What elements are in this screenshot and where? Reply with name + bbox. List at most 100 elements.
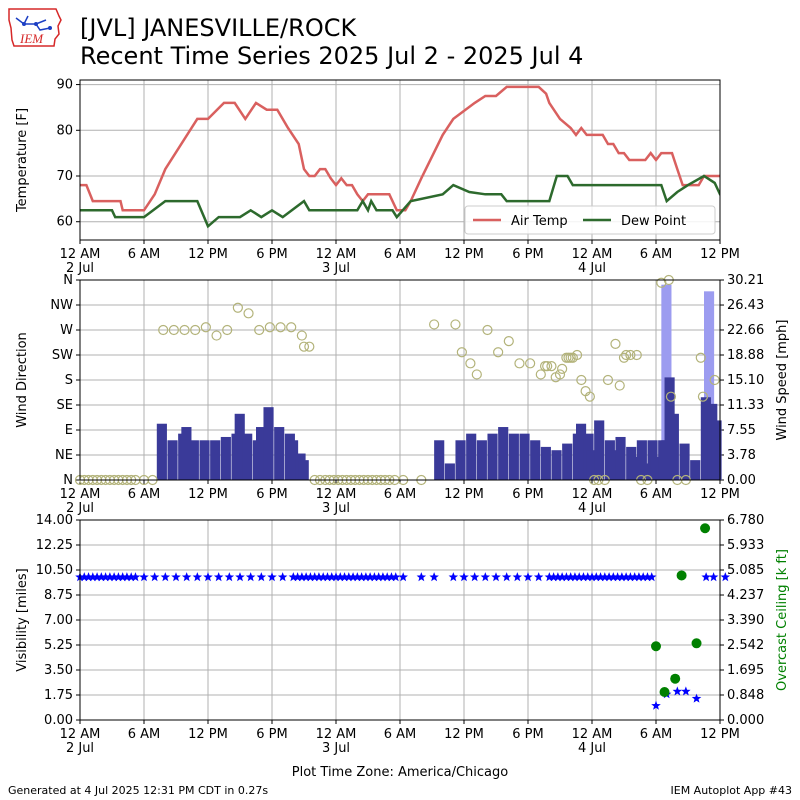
y-tick-label: SE xyxy=(57,398,73,413)
plot-border xyxy=(79,519,721,721)
visibility-point xyxy=(122,572,132,582)
wind-speed-bar xyxy=(199,440,210,480)
wind-direction-point xyxy=(514,358,525,369)
y2-tick-label: 1.695 xyxy=(727,663,764,678)
visibility-point xyxy=(681,686,691,696)
visibility-point xyxy=(647,572,657,582)
wind-speed-bar xyxy=(679,443,690,480)
y2-tick-label: 0.000 xyxy=(727,713,764,728)
wind-direction-point xyxy=(298,341,310,352)
wind-direction-point xyxy=(254,324,265,336)
ceiling-point xyxy=(659,686,670,697)
visibility-point xyxy=(480,572,491,582)
wind-speed-bar xyxy=(298,460,309,480)
wind-direction-point xyxy=(695,352,706,363)
ceiling-point xyxy=(691,638,702,649)
wind-direction-point xyxy=(631,349,642,361)
visibility-point xyxy=(548,572,559,582)
visibility-point xyxy=(634,572,644,582)
x-tick-label: 6 PM xyxy=(512,487,543,502)
wind-speed-bar xyxy=(700,397,711,480)
wind-direction-point xyxy=(471,369,482,380)
legend-label: Air Temp xyxy=(511,214,568,229)
wind-speed-bar xyxy=(562,443,573,480)
wind-speed-bar xyxy=(234,413,245,480)
wind-direction-point xyxy=(264,322,275,333)
visibility-point xyxy=(339,572,350,582)
visibility-point xyxy=(235,572,245,582)
wind-speed-bar xyxy=(167,440,178,480)
y-tick-label: 7.00 xyxy=(44,613,73,628)
y2-tick-label: 7.55 xyxy=(727,423,756,438)
visibility-point xyxy=(416,572,427,582)
visibility-point xyxy=(224,572,235,582)
visibility-point xyxy=(309,572,320,582)
visibility-point xyxy=(621,572,631,582)
iowa-state-outline xyxy=(8,8,62,47)
y-tick-label: NE xyxy=(55,448,73,463)
wind-speed-bar xyxy=(444,463,455,480)
ceiling-point xyxy=(700,523,711,534)
y2-axis-label: Wind Speed [mph] xyxy=(775,320,790,441)
visibility-point xyxy=(171,572,181,582)
wind-direction-point xyxy=(493,347,504,358)
y2-tick-label: 18.88 xyxy=(727,348,764,363)
y2-tick-label: 5.085 xyxy=(727,563,764,578)
y-axis-label: Visibility [miles] xyxy=(15,568,30,671)
x-tick-label: 6 AM xyxy=(640,487,673,502)
wind-direction-point xyxy=(200,322,211,333)
visibility-point xyxy=(398,572,408,582)
x-tick-label: 12 PM xyxy=(444,487,484,502)
wind-speed-bar xyxy=(594,420,605,480)
visibility-point xyxy=(292,572,303,582)
visibility-point xyxy=(92,572,102,582)
wind-direction-point xyxy=(286,322,297,333)
wind-speed-bar xyxy=(498,427,509,480)
wind-direction-point xyxy=(243,308,254,319)
wind-direction-point xyxy=(610,338,621,349)
x-tick-sublabel: 3 Jul xyxy=(322,741,350,756)
visibility-point xyxy=(256,572,267,582)
wind-direction-point xyxy=(168,324,179,336)
x-tick-label: 6 PM xyxy=(256,247,287,262)
visibility-point xyxy=(117,572,128,582)
y-tick-label: S xyxy=(65,373,73,388)
y-tick-label: 3.50 xyxy=(44,663,73,678)
x-tick-sublabel: 4 Jul xyxy=(578,741,606,756)
visibility-point xyxy=(608,572,619,582)
plot-border xyxy=(79,279,721,481)
x-tick-label: 12 AM xyxy=(316,727,357,742)
x-tick-label: 12 AM xyxy=(572,727,613,742)
wind-direction-point xyxy=(625,349,636,361)
y2-tick-label: 0.848 xyxy=(727,688,764,703)
wind-speed-bar xyxy=(156,423,167,480)
wind-speed-bar xyxy=(487,433,498,480)
x-tick-label: 6 AM xyxy=(384,247,417,262)
visibility-point xyxy=(448,572,459,582)
generated-note: Generated at 4 Jul 2025 12:31 PM CDT in … xyxy=(8,784,269,797)
y-tick-label: 14.00 xyxy=(36,513,73,528)
y2-tick-label: 6.780 xyxy=(727,513,764,528)
x-tick-label: 12 AM xyxy=(316,247,357,262)
wind-direction-point xyxy=(621,349,632,361)
y2-tick-label: 3.78 xyxy=(727,448,756,463)
wind-speed-bar xyxy=(263,407,274,480)
y2-tick-label: 11.33 xyxy=(727,398,764,413)
wind-direction-point xyxy=(546,361,557,372)
wind-speed-bar xyxy=(540,446,551,480)
wind-speed-bar xyxy=(220,436,231,480)
wind-direction-point xyxy=(232,302,243,313)
x-tick-label: 12 PM xyxy=(188,727,228,742)
visibility-point xyxy=(565,572,576,582)
x-tick-sublabel: 2 Jul xyxy=(66,501,94,516)
visibility-point xyxy=(288,572,299,582)
logo-text: IEM xyxy=(19,31,44,46)
visibility-point xyxy=(561,572,572,582)
plot-border xyxy=(79,79,721,241)
wind-speed-bar xyxy=(608,450,619,480)
y-tick-label: 8.75 xyxy=(44,588,73,603)
visibility-point xyxy=(553,572,563,582)
y2-tick-label: 3.390 xyxy=(727,613,764,628)
y2-tick-label: 2.542 xyxy=(727,638,764,653)
dew-point-line xyxy=(80,174,720,229)
